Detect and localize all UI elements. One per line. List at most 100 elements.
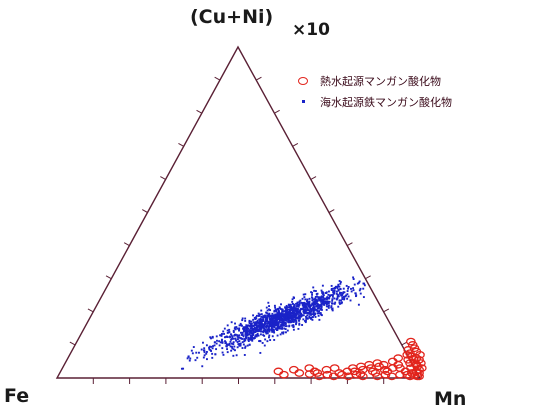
seawater-point <box>328 296 331 299</box>
seawater-point <box>285 312 288 315</box>
hydrothermal-point <box>347 364 358 372</box>
seawater-point <box>276 334 279 337</box>
seawater-point <box>283 321 286 324</box>
seawater-point <box>236 335 239 338</box>
seawater-point <box>232 348 235 351</box>
seawater-point <box>311 291 314 294</box>
seawater-point <box>292 316 295 319</box>
seawater-point <box>314 301 317 304</box>
series-seawater-points <box>180 276 366 370</box>
tick-mark-right <box>292 142 299 147</box>
seawater-point <box>243 326 246 329</box>
seawater-point <box>235 339 238 342</box>
seawater-point <box>245 327 248 330</box>
seawater-point <box>249 338 252 341</box>
seawater-point <box>261 316 264 319</box>
seawater-point <box>331 309 334 312</box>
seawater-point <box>281 326 284 329</box>
seawater-point <box>230 338 233 341</box>
seawater-point <box>295 321 298 324</box>
seawater-point <box>314 312 316 315</box>
seawater-point <box>344 295 347 298</box>
seawater-point <box>356 282 359 285</box>
dot-marker-icon <box>292 100 314 103</box>
seawater-point <box>202 341 204 344</box>
seawater-point <box>302 314 305 317</box>
seawater-point <box>250 326 253 329</box>
seawater-point <box>244 330 247 333</box>
seawater-point <box>314 296 317 298</box>
seawater-point <box>241 337 244 340</box>
seawater-point <box>316 299 319 302</box>
seawater-point <box>241 347 244 349</box>
seawater-point <box>310 304 313 307</box>
seawater-point <box>276 321 279 324</box>
seawater-point <box>321 284 324 287</box>
seawater-point <box>306 307 309 310</box>
seawater-point <box>325 305 328 308</box>
seawater-point <box>234 322 236 325</box>
seawater-point <box>336 293 339 296</box>
seawater-point <box>250 320 253 323</box>
seawater-point <box>284 328 287 331</box>
seawater-point <box>331 294 334 297</box>
seawater-point <box>291 320 294 323</box>
hydrothermal-point <box>387 372 397 381</box>
seawater-point <box>317 297 320 300</box>
seawater-point <box>285 316 288 319</box>
seawater-point <box>258 327 261 330</box>
seawater-point <box>298 316 301 319</box>
seawater-point <box>252 331 255 334</box>
hydrothermal-point <box>414 355 424 364</box>
seawater-point <box>228 331 231 334</box>
seawater-point <box>292 296 295 299</box>
seawater-point <box>278 320 281 323</box>
seawater-point <box>240 324 243 327</box>
seawater-point <box>236 327 239 330</box>
seawater-point <box>249 337 252 340</box>
seawater-point <box>239 342 242 345</box>
seawater-point <box>357 303 360 306</box>
seawater-point <box>297 327 300 330</box>
seawater-point <box>316 309 319 312</box>
seawater-point <box>267 327 270 330</box>
seawater-point <box>285 308 288 310</box>
seawater-point <box>264 331 267 334</box>
hydrothermal-point <box>378 360 389 369</box>
seawater-point <box>330 305 333 308</box>
seawater-point <box>292 328 295 331</box>
seawater-point <box>320 302 323 305</box>
seawater-point <box>238 343 241 346</box>
seawater-point <box>325 308 328 311</box>
seawater-point <box>259 351 262 354</box>
hydrothermal-point <box>406 369 417 377</box>
seawater-point <box>307 302 310 304</box>
tick-mark-left <box>178 142 184 147</box>
tick-mark-left <box>214 76 221 81</box>
seawater-point <box>249 334 252 337</box>
seawater-point <box>286 311 289 313</box>
seawater-point <box>312 303 315 306</box>
seawater-point <box>291 298 294 301</box>
seawater-point <box>245 329 248 332</box>
seawater-point <box>313 306 316 309</box>
legend-label-seawater: 海水起源鉄マンガン酸化物 <box>320 95 452 109</box>
seawater-point <box>280 314 283 317</box>
seawater-point <box>302 310 305 313</box>
seawater-point <box>320 298 323 301</box>
seawater-point <box>319 304 322 307</box>
seawater-point <box>295 312 298 315</box>
seawater-point <box>304 304 307 307</box>
seawater-point <box>282 332 285 335</box>
seawater-point <box>268 321 271 324</box>
seawater-point <box>323 297 326 300</box>
seawater-point <box>221 338 223 341</box>
seawater-point <box>331 299 334 302</box>
seawater-point <box>358 289 361 292</box>
hydrothermal-point <box>355 370 366 378</box>
seawater-point <box>232 341 235 344</box>
seawater-point <box>308 306 311 309</box>
seawater-point <box>262 334 265 337</box>
seawater-point <box>298 317 301 320</box>
seawater-point <box>359 287 362 290</box>
